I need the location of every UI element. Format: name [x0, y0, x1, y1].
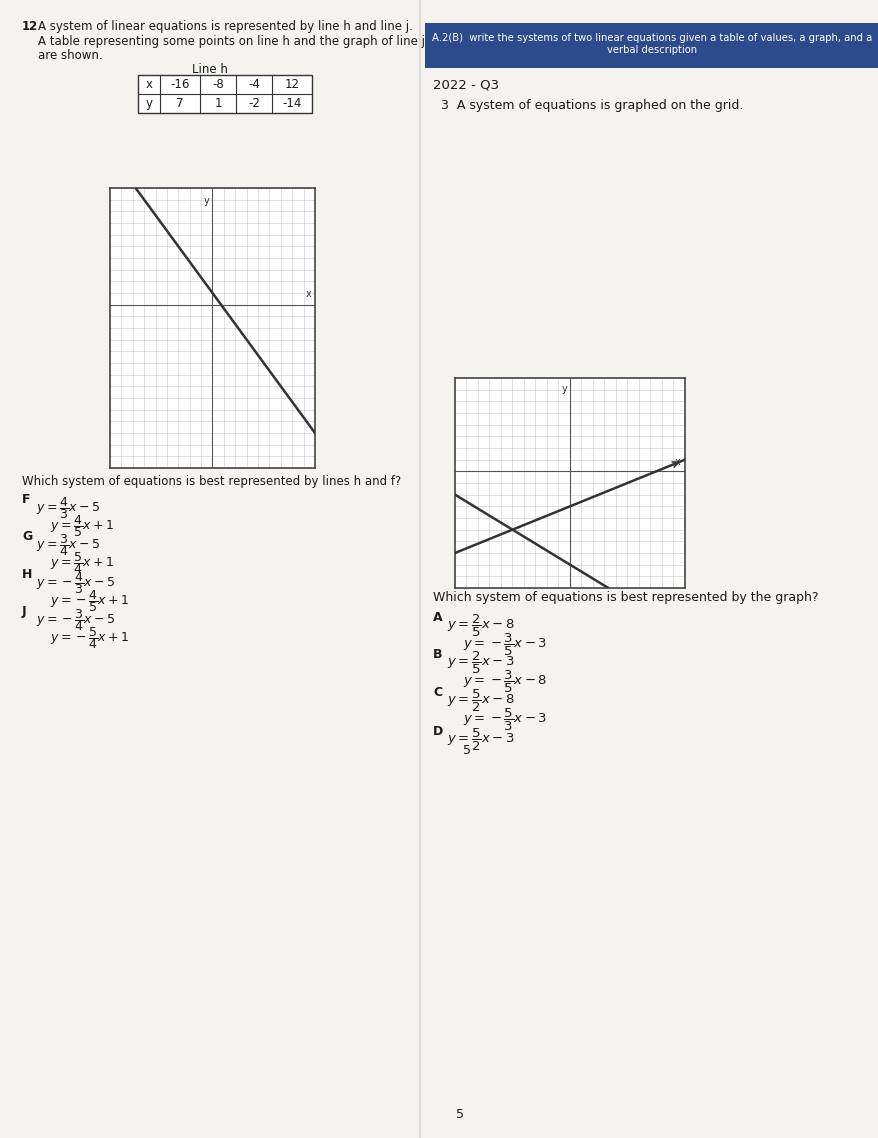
Text: $y = -\dfrac{3}{5} x - 8$: $y = -\dfrac{3}{5} x - 8$ [463, 669, 547, 695]
Text: 7: 7 [176, 97, 184, 110]
Text: $y = \dfrac{5}{4} x + 1$: $y = \dfrac{5}{4} x + 1$ [50, 550, 114, 576]
Text: $y = \dfrac{3}{4} x - 5$: $y = \dfrac{3}{4} x - 5$ [36, 531, 100, 558]
Text: y: y [561, 384, 566, 394]
Text: $y = -\dfrac{5}{3} x - 3$: $y = -\dfrac{5}{3} x - 3$ [463, 707, 547, 733]
Bar [138, 75, 312, 113]
Text: 12: 12 [284, 79, 299, 91]
Bar [425, 23, 878, 68]
Text: $y = \dfrac{5}{2} x - 8$: $y = \dfrac{5}{2} x - 8$ [447, 688, 515, 715]
Text: 3  A system of equations is graphed on the grid.: 3 A system of equations is graphed on th… [433, 99, 743, 112]
Text: $y = \dfrac{2}{5} x - 3$: $y = \dfrac{2}{5} x - 3$ [447, 650, 515, 676]
Text: $y = \dfrac{4}{5} x + 1$: $y = \dfrac{4}{5} x + 1$ [50, 513, 114, 539]
Text: Which system of equations is best represented by lines h and f?: Which system of equations is best repres… [22, 475, 400, 488]
Text: G: G [22, 530, 32, 543]
Text: A.2(B)  write the systems of two linear equations given a table of values, a gra: A.2(B) write the systems of two linear e… [431, 33, 871, 55]
Text: x: x [306, 289, 311, 299]
Text: $y = \dfrac{5}{2} x - 3$: $y = \dfrac{5}{2} x - 3$ [447, 727, 515, 753]
Text: $y = -\dfrac{4}{3} x - 5$: $y = -\dfrac{4}{3} x - 5$ [36, 570, 115, 596]
Text: H: H [22, 568, 32, 582]
Text: $y = \dfrac{2}{5} x - 8$: $y = \dfrac{2}{5} x - 8$ [447, 613, 515, 640]
Text: $y = -\dfrac{3}{4} x - 5$: $y = -\dfrac{3}{4} x - 5$ [36, 607, 115, 633]
Text: 5: 5 [456, 1108, 464, 1121]
Text: -2: -2 [248, 97, 260, 110]
Text: are shown.: are shown. [38, 49, 103, 61]
Text: $y = -\dfrac{5}{4} x + 1$: $y = -\dfrac{5}{4} x + 1$ [50, 625, 129, 651]
Text: -4: -4 [248, 79, 260, 91]
Text: C: C [433, 686, 442, 699]
Text: x: x [146, 79, 152, 91]
Text: $y = -\dfrac{3}{5} x - 3$: $y = -\dfrac{3}{5} x - 3$ [463, 632, 547, 658]
Text: 2022 - Q3: 2022 - Q3 [433, 79, 499, 91]
Text: -16: -16 [170, 79, 190, 91]
Text: -8: -8 [212, 79, 224, 91]
Text: F: F [22, 493, 31, 506]
Text: D: D [433, 725, 443, 739]
Text: -14: -14 [282, 97, 301, 110]
Text: y: y [204, 196, 210, 206]
Text: y: y [146, 97, 152, 110]
Text: 5: 5 [463, 744, 471, 757]
Text: x: x [674, 456, 680, 467]
Text: A: A [433, 611, 443, 624]
Text: $y = -\dfrac{4}{5} x + 1$: $y = -\dfrac{4}{5} x + 1$ [50, 588, 129, 613]
Text: A system of linear equations is represented by line h and line j.: A system of linear equations is represen… [38, 20, 413, 33]
Text: B: B [433, 648, 442, 661]
Text: 1: 1 [214, 97, 221, 110]
Text: $y = \dfrac{4}{3} x - 5$: $y = \dfrac{4}{3} x - 5$ [36, 495, 100, 521]
Text: 12: 12 [22, 20, 39, 33]
Text: A table representing some points on line h and the graph of line j: A table representing some points on line… [38, 35, 425, 48]
Text: J: J [22, 605, 26, 618]
Text: Line h: Line h [192, 63, 227, 76]
Text: Which system of equations is best represented by the graph?: Which system of equations is best repres… [433, 591, 817, 604]
